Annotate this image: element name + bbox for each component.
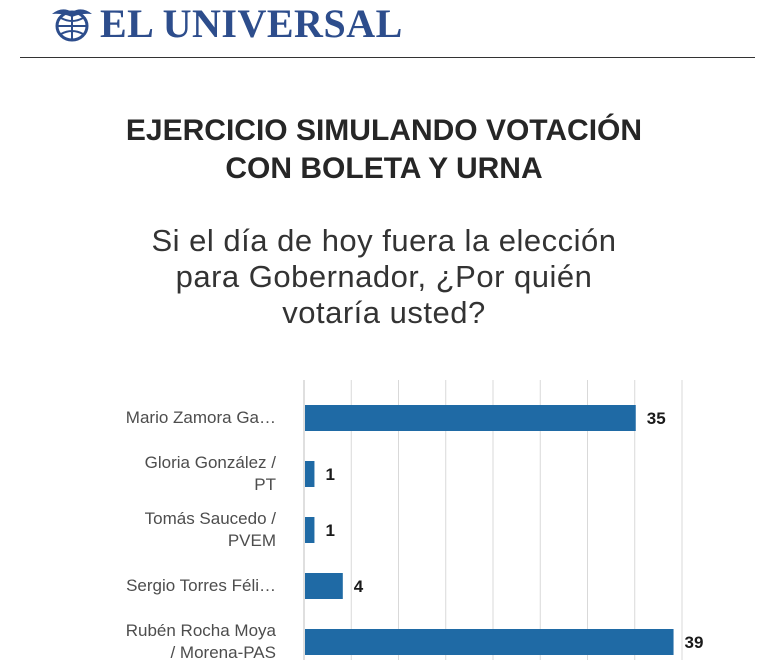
chart-title: EJERCICIO SIMULANDO VOTACIÓN CON BOLETA …	[125, 114, 643, 185]
globe-eagle-icon	[52, 9, 92, 42]
brand-name[interactable]: EL UNIVERSAL	[100, 1, 403, 46]
category-label: Tomás Saucedo / PVEM	[144, 509, 276, 550]
chart-plot: 35 1 1 4 39	[303, 380, 704, 660]
category-label: Sergio Torres Féli…	[126, 576, 276, 595]
chart-subtitle: Si el día de hoy fuera la elección para …	[151, 223, 617, 330]
data-label: 1	[325, 465, 334, 484]
bar[interactable]	[305, 405, 636, 431]
bar[interactable]	[305, 573, 343, 599]
bar[interactable]	[305, 517, 315, 543]
bar[interactable]	[305, 461, 315, 487]
category-label: Rubén Rocha Moya / Morena-PAS	[125, 621, 276, 662]
data-label: 1	[325, 521, 334, 540]
category-label: Mario Zamora Ga…	[125, 408, 276, 427]
header-divider	[20, 57, 755, 58]
data-label: 35	[647, 409, 666, 428]
category-label: Gloria González / PT	[144, 453, 276, 494]
data-label: 4	[354, 577, 364, 596]
data-label: 39	[685, 633, 704, 652]
bar[interactable]	[305, 629, 674, 655]
bar-chart: Mario Zamora Ga… Gloria González / PT Tomá…	[0, 380, 768, 662]
masthead: EL UNIVERSAL	[50, 2, 403, 46]
